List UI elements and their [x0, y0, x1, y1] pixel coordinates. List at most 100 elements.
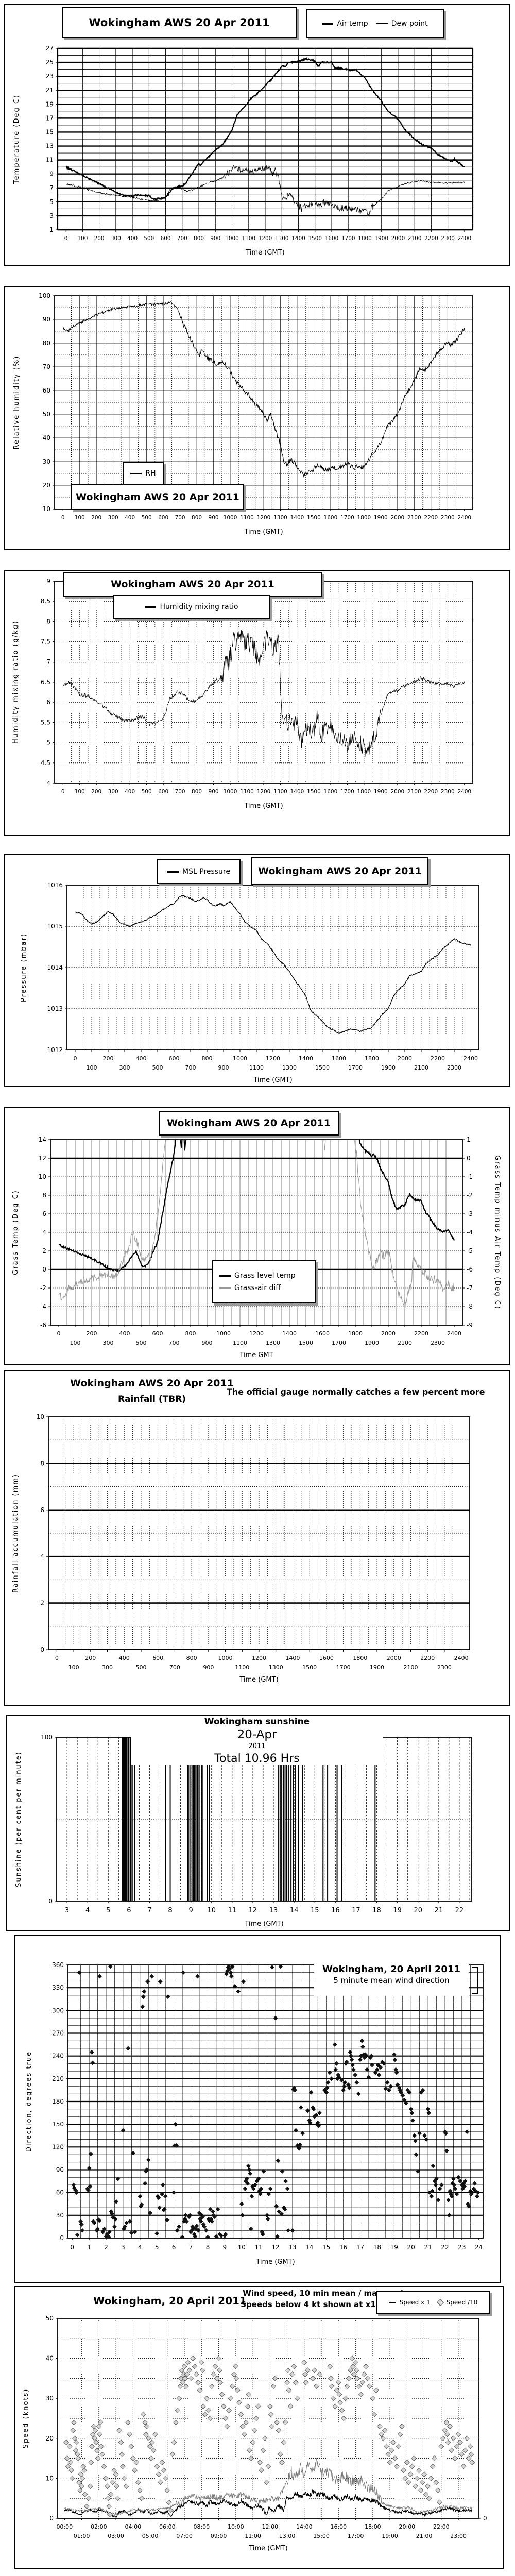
svg-text:300: 300: [108, 515, 118, 521]
svg-text:400: 400: [119, 1655, 130, 1662]
svg-text:22: 22: [455, 1907, 464, 1914]
svg-text:21: 21: [424, 2244, 432, 2251]
svg-text:Time (GMT): Time (GMT): [255, 2258, 295, 2266]
svg-text:10: 10: [37, 1413, 44, 1420]
sunshine-total: Total 10.96 Hrs: [214, 1752, 300, 1765]
svg-text:-6: -6: [40, 1321, 46, 1329]
svg-text:12: 12: [39, 1155, 46, 1162]
svg-text:-6: -6: [467, 1266, 473, 1273]
svg-text:1800: 1800: [358, 235, 372, 242]
svg-text:0: 0: [70, 2244, 74, 2251]
svg-text:300: 300: [108, 789, 118, 795]
svg-text:500: 500: [152, 1064, 163, 1071]
svg-text:9: 9: [189, 1907, 193, 1914]
svg-text:900: 900: [203, 1664, 214, 1671]
chart-rainfall: 0 200 400 600 800 1000 1200 1400 1600 1800 2000 220…: [4, 1370, 510, 1706]
svg-text:16:00: 16:00: [330, 2523, 347, 2530]
svg-text:500: 500: [144, 235, 154, 242]
svg-text:300: 300: [111, 235, 121, 242]
svg-text:1300: 1300: [273, 789, 287, 795]
svg-text:1300: 1300: [275, 235, 289, 242]
svg-text:2000: 2000: [390, 789, 404, 795]
svg-text:7.5: 7.5: [41, 638, 50, 646]
svg-text:17: 17: [356, 2244, 364, 2251]
svg-text:02:00: 02:00: [91, 2523, 107, 2530]
svg-text:2300: 2300: [441, 789, 455, 795]
svg-text:100: 100: [75, 515, 85, 521]
legend-item-dew-point: Dew point: [376, 20, 428, 28]
svg-text:2400: 2400: [458, 235, 472, 242]
svg-text:1400: 1400: [285, 1655, 300, 1662]
legend-item-mixing-ratio: Humidity mixing ratio: [145, 603, 238, 611]
svg-text:12:00: 12:00: [262, 2523, 278, 2530]
svg-text:1500: 1500: [308, 235, 322, 242]
svg-text:2200: 2200: [424, 789, 438, 795]
svg-text:1400: 1400: [282, 1330, 297, 1337]
svg-text:400: 400: [119, 1330, 130, 1337]
svg-text:1700: 1700: [340, 789, 354, 795]
svg-text:1400: 1400: [290, 515, 304, 521]
speed-diamond-icon: [436, 2298, 444, 2307]
svg-text:4.5: 4.5: [41, 759, 50, 767]
svg-text:100: 100: [70, 1340, 81, 1346]
chart-grass-temp: 0 200 400 600 800 1000 1200 1400 1600 1800 2000 220…: [4, 1107, 510, 1365]
svg-text:1700: 1700: [332, 1340, 346, 1346]
svg-text:4: 4: [40, 1553, 44, 1560]
chart-title: Wokingham AWS 20 Apr 2011: [76, 492, 239, 503]
svg-text:Humidity mixing ratio (g/kg): Humidity mixing ratio (g/kg): [12, 620, 20, 744]
svg-text:200: 200: [91, 515, 101, 521]
svg-text:30: 30: [46, 2395, 54, 2402]
svg-text:2100: 2100: [403, 1664, 418, 1671]
svg-text:1: 1: [467, 1136, 471, 1143]
svg-text:1500: 1500: [299, 1340, 313, 1346]
svg-text:-2: -2: [40, 1284, 46, 1292]
svg-text:700: 700: [185, 1064, 196, 1071]
svg-text:2: 2: [40, 1600, 44, 1607]
chart-mixing-ratio: 0 100 200 300 400 500 600 700 800 900 1000 1100 1200…: [4, 570, 510, 836]
svg-text:-4: -4: [467, 1229, 473, 1236]
svg-text:2400: 2400: [447, 1330, 461, 1337]
svg-text:200: 200: [85, 1655, 96, 1662]
svg-text:500: 500: [135, 1664, 146, 1671]
svg-text:270: 270: [52, 2030, 64, 2037]
svg-text:09:00: 09:00: [211, 2533, 227, 2539]
svg-text:Temperature (Deg C): Temperature (Deg C): [13, 94, 21, 184]
svg-text:11: 11: [46, 157, 54, 164]
svg-text:6: 6: [172, 2244, 176, 2251]
svg-text:21:00: 21:00: [416, 2533, 433, 2539]
svg-text:1100: 1100: [249, 1064, 264, 1071]
svg-text:20: 20: [407, 2244, 415, 2251]
svg-text:100: 100: [77, 235, 88, 242]
legend-item-rh: RH: [130, 469, 156, 478]
svg-text:1200: 1200: [252, 1655, 266, 1662]
svg-text:1200: 1200: [259, 235, 272, 242]
svg-text:6.5: 6.5: [41, 679, 50, 686]
svg-text:0: 0: [74, 1055, 77, 1062]
svg-text:0: 0: [60, 2234, 64, 2242]
svg-text:2200: 2200: [414, 1330, 428, 1337]
svg-text:1800: 1800: [353, 1655, 367, 1662]
chart-title-box: Wokingham AWS 20 Apr 2011: [251, 857, 428, 885]
legend-pressure: MSL Pressure: [157, 859, 241, 884]
svg-text:Time (GMT): Time (GMT): [239, 1676, 278, 1684]
svg-text:2300: 2300: [441, 235, 455, 242]
svg-text:Pressure (mbar): Pressure (mbar): [20, 933, 28, 1002]
svg-text:700: 700: [175, 789, 185, 795]
svg-text:2: 2: [42, 1247, 46, 1255]
svg-text:800: 800: [185, 1330, 196, 1337]
svg-text:11:00: 11:00: [245, 2533, 261, 2539]
svg-text:1600: 1600: [315, 1330, 330, 1337]
svg-text:600: 600: [152, 1330, 163, 1337]
svg-text:1600: 1600: [324, 515, 338, 521]
svg-text:-1: -1: [467, 1173, 473, 1180]
svg-text:-8: -8: [467, 1303, 473, 1310]
svg-text:900: 900: [209, 789, 219, 795]
wind-direction-subtitle: 5 minute mean wind direction: [333, 1976, 450, 1985]
svg-text:1900: 1900: [370, 1664, 384, 1671]
svg-text:1: 1: [87, 2244, 91, 2251]
gauge-note: The official gauge normally catches a fe…: [227, 1387, 485, 1397]
svg-text:330: 330: [52, 1984, 64, 1991]
svg-text:Speed (knots): Speed (knots): [22, 2388, 30, 2449]
svg-text:400: 400: [127, 235, 138, 242]
sunshine-year: 2011: [248, 1742, 266, 1750]
